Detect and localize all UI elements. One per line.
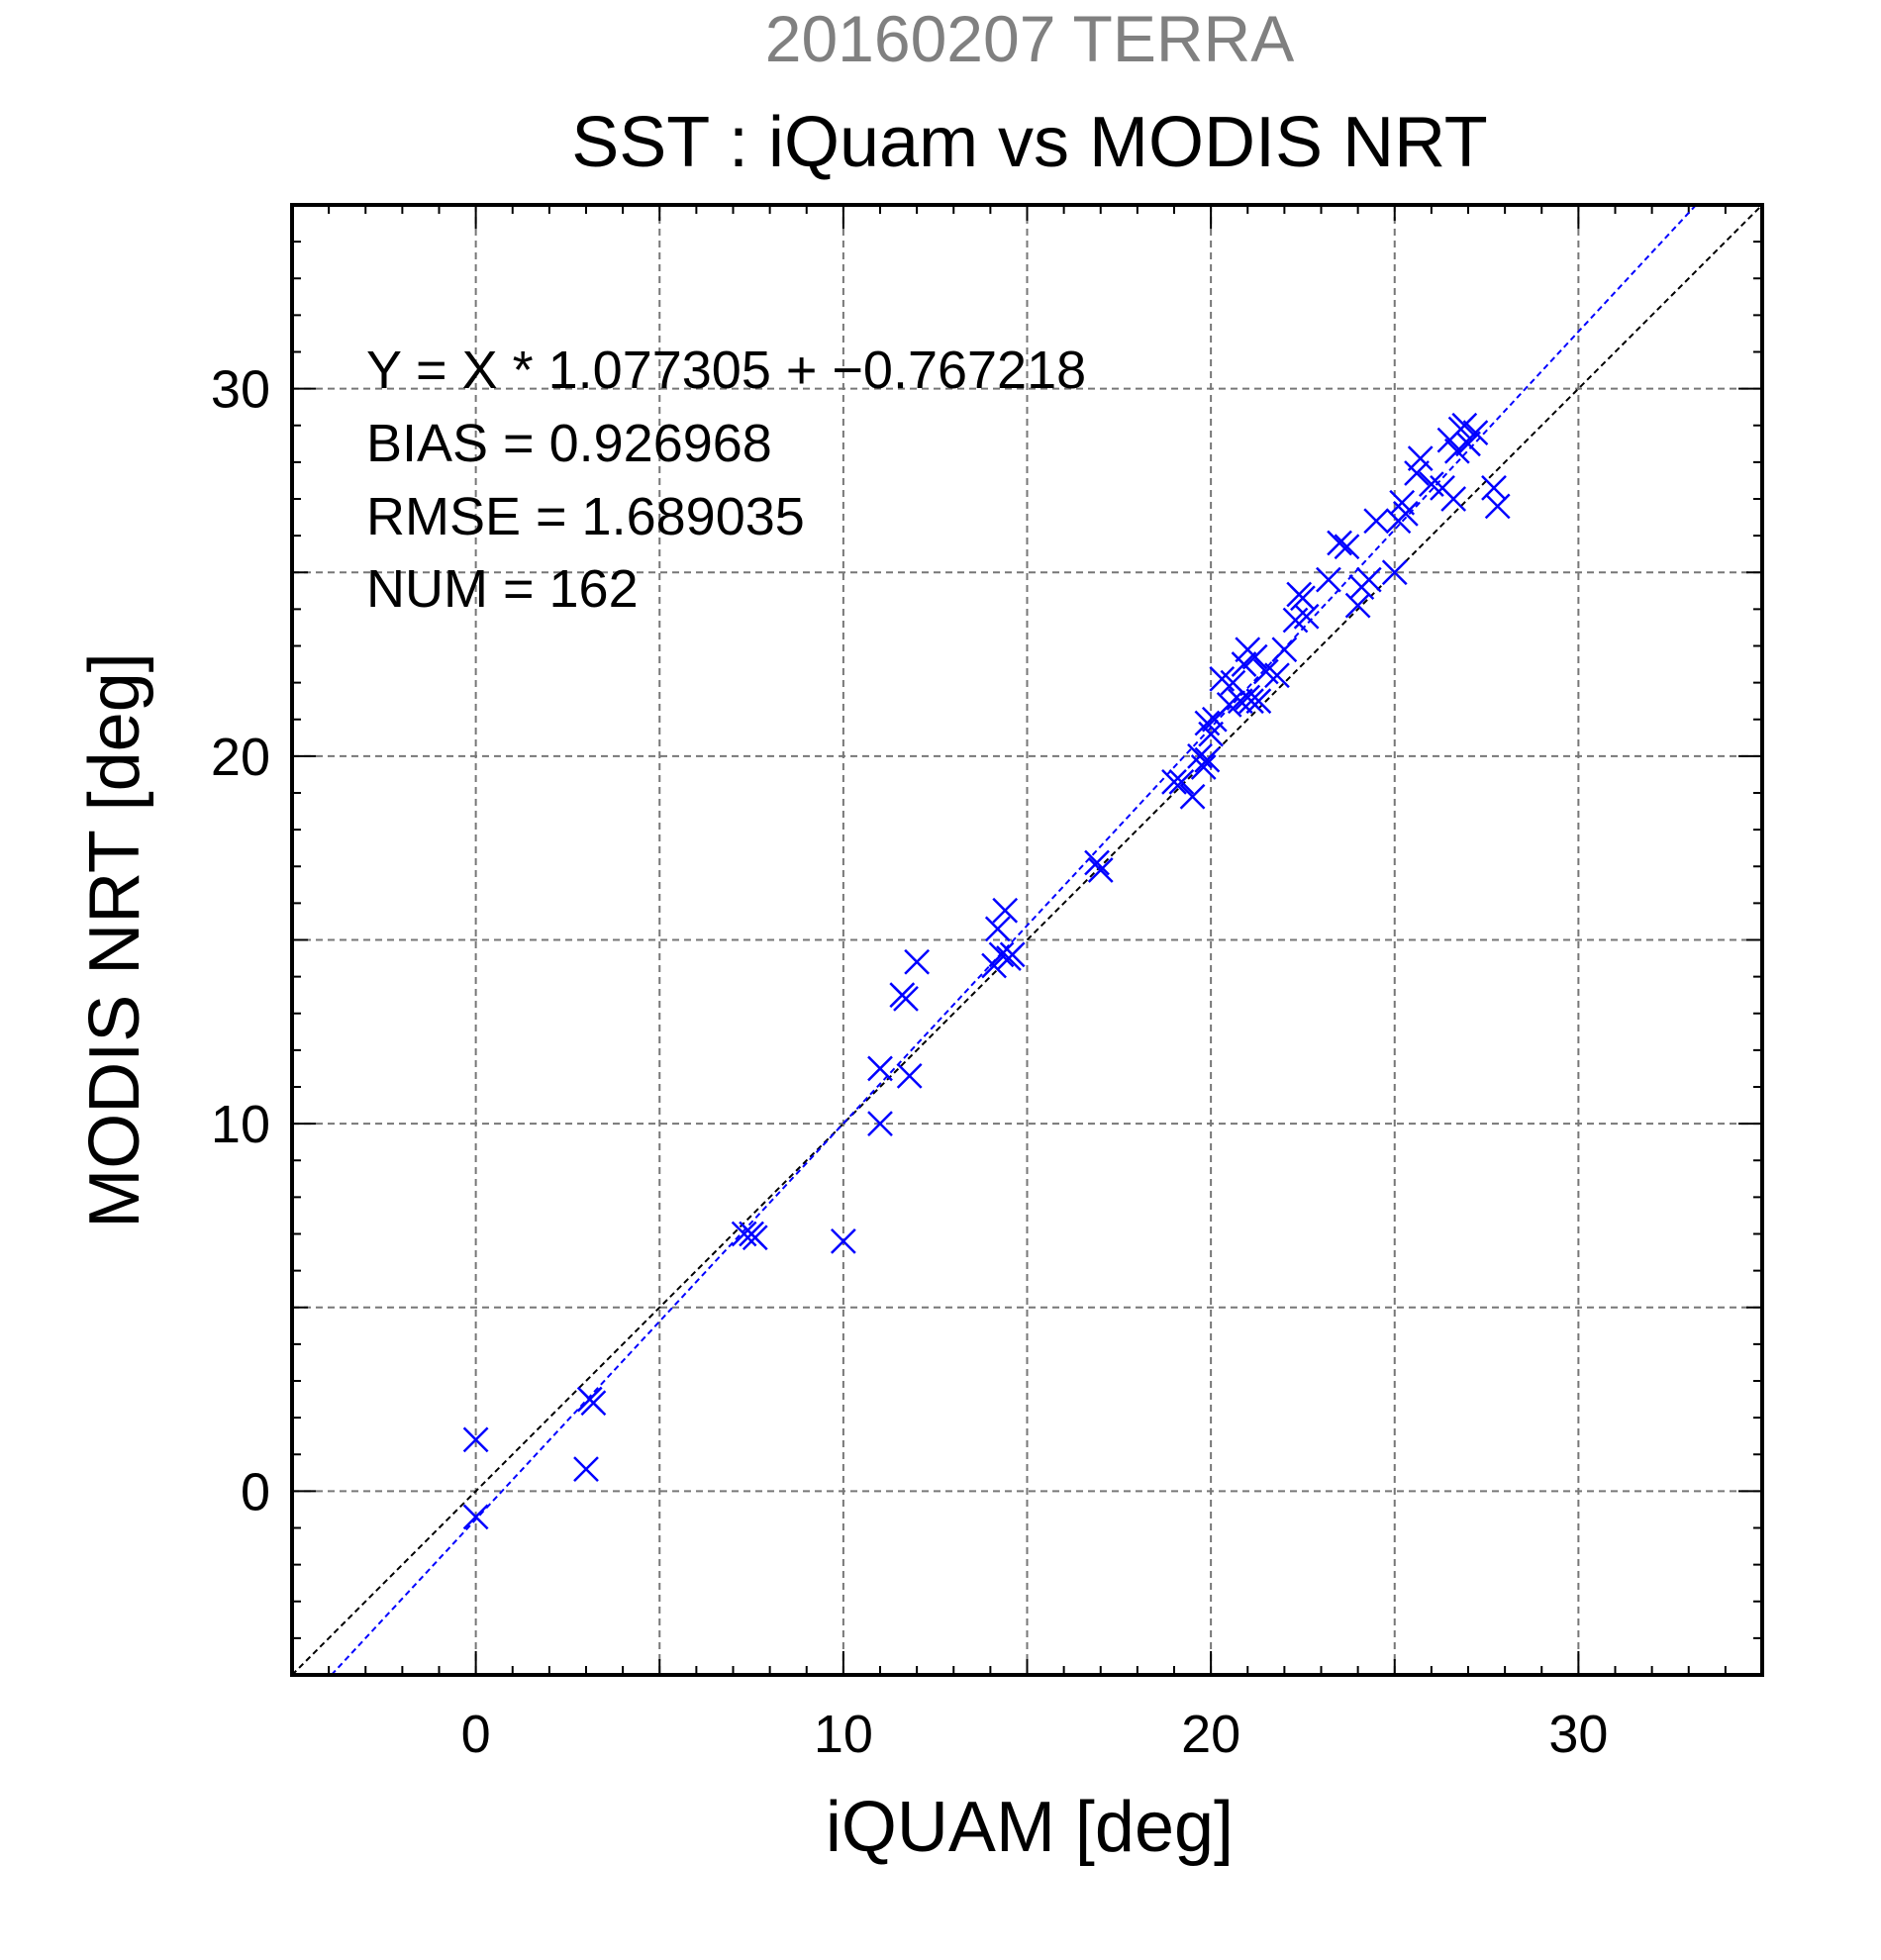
data-point [999, 941, 1026, 968]
stats-box: Y = X * 1.077305 + −0.767218 BIAS = 0.92… [366, 341, 1086, 619]
data-point [904, 948, 931, 975]
data-point [1316, 566, 1341, 593]
data-point [1190, 754, 1217, 780]
data-point [1355, 566, 1382, 593]
y-tick-label: 20 [211, 728, 270, 787]
y-axis-label: MODIS NRT [deg] [75, 652, 154, 1228]
data-point [573, 1456, 599, 1482]
identity-line [291, 204, 1763, 1676]
data-point [1231, 651, 1257, 677]
stats-line-num: NUM = 162 [366, 559, 639, 619]
data-point [1271, 637, 1298, 663]
grid-lines [292, 205, 1762, 1675]
stats-line-rmse: RMSE = 1.689035 [366, 487, 805, 546]
data-point [893, 986, 919, 1012]
data-point [1481, 474, 1507, 501]
data-point [830, 1228, 856, 1254]
data-point [1245, 688, 1272, 715]
data-point [867, 1111, 893, 1137]
data-point [1393, 500, 1419, 527]
data-point [1344, 592, 1371, 619]
data-point [742, 1225, 768, 1251]
x-axis-label: iQUAM [deg] [826, 1788, 1234, 1867]
chart-suptitle: 20160207 TERRA [765, 2, 1294, 75]
data-point [580, 1390, 607, 1417]
data-point [1327, 530, 1352, 556]
data-points [462, 412, 1511, 1530]
data-point [1484, 493, 1511, 520]
data-point [1264, 662, 1290, 689]
y-tick-label: 0 [241, 1462, 270, 1521]
plot-frame [290, 203, 1764, 1677]
data-point [988, 941, 1015, 968]
data-point [1381, 559, 1408, 586]
data-point [1462, 420, 1489, 446]
stats-line-bias: BIAS = 0.926968 [366, 414, 772, 473]
data-point [1407, 445, 1434, 472]
data-point [1363, 508, 1390, 535]
major-ticks [292, 205, 1762, 1675]
chart-title: SST : iQuam vs MODIS NRT [571, 103, 1488, 182]
data-point [1194, 746, 1221, 773]
tick-labels: 0 10 20 30 0 10 20 30 [211, 360, 1608, 1764]
data-point [1084, 849, 1110, 876]
fit-line [331, 204, 1697, 1676]
reference-lines [291, 204, 1763, 1676]
data-point [1455, 431, 1481, 457]
data-point [1404, 460, 1430, 486]
data-point [1227, 688, 1253, 715]
data-point [1198, 721, 1225, 747]
data-point [1238, 688, 1264, 715]
data-point [992, 897, 1019, 924]
x-tick-label: 30 [1548, 1705, 1608, 1764]
x-tick-label: 0 [461, 1705, 491, 1764]
data-point [1168, 768, 1195, 795]
data-point [1179, 783, 1206, 810]
data-point [1440, 486, 1467, 512]
data-point [1087, 857, 1114, 883]
data-point [462, 1426, 489, 1453]
x-tick-label: 10 [814, 1705, 873, 1764]
data-point [984, 916, 1011, 942]
data-point [981, 952, 1007, 979]
y-tick-label: 10 [211, 1095, 270, 1154]
data-point [462, 1504, 489, 1530]
data-point [1293, 603, 1320, 630]
x-tick-label: 20 [1181, 1705, 1240, 1764]
data-point [1161, 768, 1187, 795]
stats-line-fit: Y = X * 1.077305 + −0.767218 [366, 341, 1086, 400]
y-tick-label: 30 [211, 360, 270, 420]
data-point [1334, 534, 1360, 560]
data-point [867, 1055, 893, 1082]
data-point [1241, 643, 1268, 670]
data-point [896, 1062, 923, 1089]
